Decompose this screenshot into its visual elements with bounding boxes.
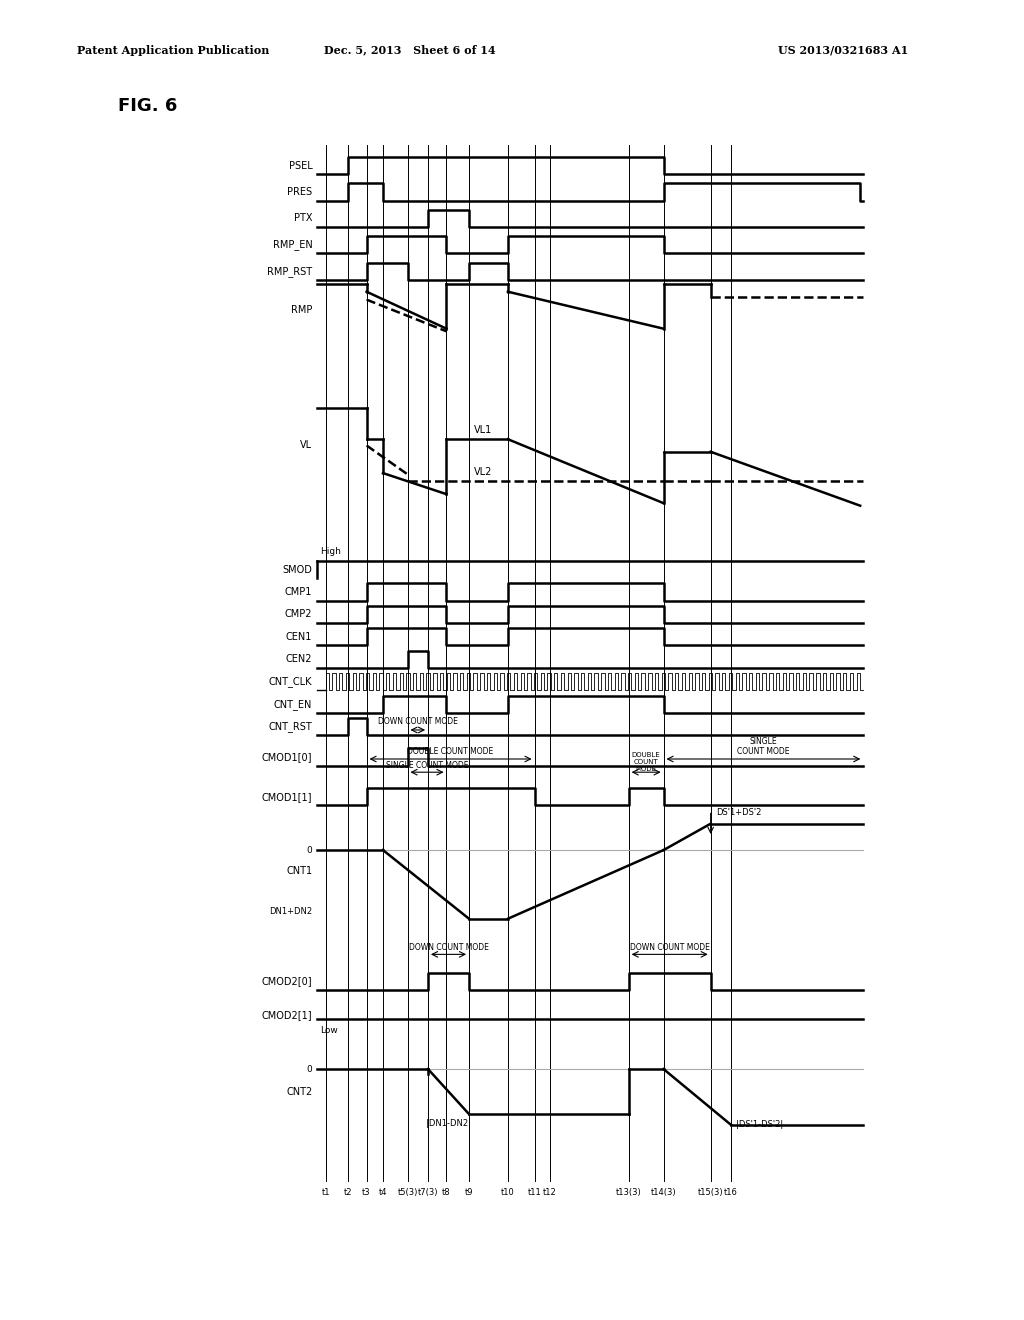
Text: CMP1: CMP1: [285, 587, 312, 597]
Text: t11: t11: [527, 1188, 542, 1197]
Text: 0: 0: [306, 1064, 312, 1073]
Text: t4: t4: [379, 1188, 387, 1197]
Text: RMP_RST: RMP_RST: [267, 265, 312, 277]
Text: US 2013/0321683 A1: US 2013/0321683 A1: [778, 45, 908, 55]
Text: DOUBLE COUNT MODE: DOUBLE COUNT MODE: [408, 747, 494, 756]
Text: RMP: RMP: [291, 305, 312, 315]
Text: VL1: VL1: [474, 425, 493, 436]
Text: PTX: PTX: [294, 214, 312, 223]
Text: SMOD: SMOD: [283, 565, 312, 574]
Text: CMOD2[0]: CMOD2[0]: [262, 977, 312, 986]
Text: PRES: PRES: [287, 187, 312, 197]
Text: FIG. 6: FIG. 6: [118, 96, 177, 115]
Text: CNT2: CNT2: [286, 1088, 312, 1097]
Text: |DS'1-DS'2|: |DS'1-DS'2|: [736, 1121, 783, 1130]
Text: DOWN COUNT MODE: DOWN COUNT MODE: [630, 942, 710, 952]
Text: t2: t2: [344, 1188, 352, 1197]
Text: CMOD2[1]: CMOD2[1]: [262, 1010, 312, 1020]
Text: SINGLE COUNT MODE: SINGLE COUNT MODE: [386, 760, 468, 770]
Text: t1: t1: [322, 1188, 330, 1197]
Text: CMP2: CMP2: [285, 610, 312, 619]
Text: Patent Application Publication: Patent Application Publication: [77, 45, 269, 55]
Text: CNT1: CNT1: [286, 866, 312, 876]
Text: VL2: VL2: [474, 467, 493, 477]
Text: t13(3): t13(3): [615, 1188, 642, 1197]
Text: DOUBLE
COUNT
MODE: DOUBLE COUNT MODE: [632, 752, 660, 772]
Text: DOWN COUNT MODE: DOWN COUNT MODE: [409, 942, 488, 952]
Text: CNT_RST: CNT_RST: [268, 721, 312, 733]
Text: RMP_EN: RMP_EN: [272, 239, 312, 251]
Text: DN1+DN2: DN1+DN2: [269, 907, 312, 916]
Text: t12: t12: [543, 1188, 557, 1197]
Text: |DN1-DN2|: |DN1-DN2|: [426, 1119, 471, 1129]
Text: CEN1: CEN1: [286, 632, 312, 642]
Text: t5(3): t5(3): [397, 1188, 418, 1197]
Text: t15(3): t15(3): [697, 1188, 724, 1197]
Text: t9: t9: [465, 1188, 473, 1197]
Text: CNT_EN: CNT_EN: [274, 698, 312, 710]
Text: SINGLE
COUNT MODE: SINGLE COUNT MODE: [737, 737, 790, 756]
Text: DOWN COUNT MODE: DOWN COUNT MODE: [378, 717, 458, 726]
Text: CNT_CLK: CNT_CLK: [269, 676, 312, 688]
Text: t16: t16: [724, 1188, 738, 1197]
Text: High: High: [321, 546, 341, 556]
Text: t7(3): t7(3): [418, 1188, 438, 1197]
Text: CEN2: CEN2: [286, 655, 312, 664]
Text: t8: t8: [442, 1188, 451, 1197]
Text: Dec. 5, 2013   Sheet 6 of 14: Dec. 5, 2013 Sheet 6 of 14: [324, 45, 496, 55]
Text: t10: t10: [501, 1188, 515, 1197]
Text: 0: 0: [306, 846, 312, 854]
Text: PSEL: PSEL: [289, 161, 312, 170]
Text: VL: VL: [300, 441, 312, 450]
Text: Low: Low: [321, 1026, 338, 1035]
Text: DS'1+DS'2: DS'1+DS'2: [716, 808, 761, 817]
Text: CMOD1[1]: CMOD1[1]: [262, 792, 312, 801]
Text: t14(3): t14(3): [650, 1188, 677, 1197]
Text: t3: t3: [362, 1188, 371, 1197]
Text: CMOD1[0]: CMOD1[0]: [262, 752, 312, 762]
